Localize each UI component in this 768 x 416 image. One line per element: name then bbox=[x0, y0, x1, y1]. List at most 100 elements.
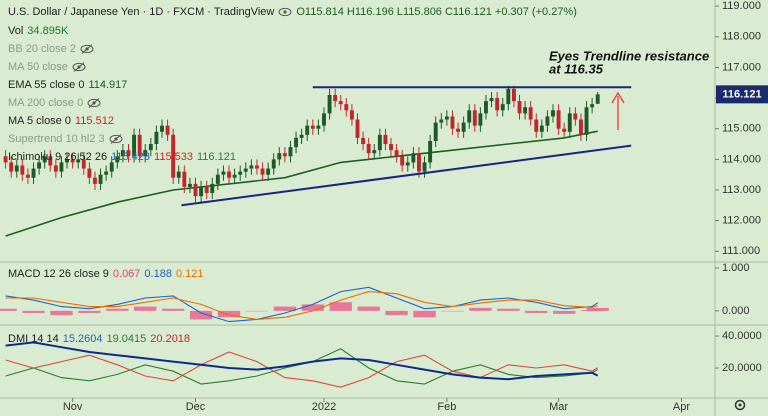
legend-label: EMA 55 close 0 bbox=[8, 79, 85, 91]
x-tick-label: Dec bbox=[186, 401, 206, 413]
candle-body bbox=[70, 159, 75, 163]
eye-icon[interactable] bbox=[278, 7, 292, 17]
indicator-line bbox=[5, 341, 599, 381]
legend-value: 114.917 bbox=[88, 79, 128, 91]
candle-body bbox=[556, 110, 561, 129]
legend-item: EMA 55 close 0 114.917 bbox=[8, 77, 127, 93]
y-tick-label: 0.000 bbox=[722, 305, 750, 317]
y-tick-label: 114.000 bbox=[722, 153, 761, 165]
legend-label: MA 50 close bbox=[8, 61, 68, 73]
candle-body bbox=[187, 183, 192, 187]
y-tick-label: 113.000 bbox=[722, 184, 761, 196]
candle-body bbox=[511, 88, 516, 102]
candle-body bbox=[260, 168, 265, 175]
candle-body bbox=[42, 156, 47, 163]
candle-body bbox=[590, 104, 595, 108]
legend-item: DMI 14 14 15.2604 19.0415 20.2018 bbox=[8, 331, 190, 347]
histogram-bar bbox=[357, 306, 380, 311]
legend-item: Vol 34.895K bbox=[8, 23, 68, 39]
trendline bbox=[181, 144, 632, 207]
histogram-bar bbox=[441, 310, 464, 312]
candle-body bbox=[361, 137, 366, 145]
candle-body bbox=[344, 104, 349, 111]
candle-body bbox=[595, 94, 600, 104]
candle-body bbox=[506, 88, 511, 105]
eye-icon[interactable] bbox=[109, 134, 123, 144]
candle-body bbox=[461, 122, 466, 132]
candle-body bbox=[305, 125, 310, 135]
histogram-bar bbox=[134, 306, 157, 311]
histogram-bar bbox=[189, 310, 213, 320]
eye-outline bbox=[278, 7, 292, 17]
eye-slash bbox=[110, 134, 121, 144]
candle-body bbox=[126, 150, 131, 157]
candle-body bbox=[322, 113, 326, 126]
settings-icon[interactable] bbox=[734, 399, 746, 411]
candle-body bbox=[422, 162, 427, 172]
candle-body bbox=[400, 156, 405, 166]
candle-body bbox=[160, 125, 164, 132]
candle-body bbox=[243, 168, 248, 172]
candle-body bbox=[545, 116, 550, 126]
indicator-line bbox=[5, 351, 598, 388]
legend-label: MA 5 close 0 bbox=[8, 115, 71, 127]
candle-body bbox=[98, 174, 103, 184]
candle-body bbox=[288, 147, 293, 157]
legend-value: 15.2604 bbox=[62, 333, 103, 345]
histogram-bar bbox=[329, 302, 352, 311]
histogram-bar bbox=[553, 310, 576, 314]
histogram-bar bbox=[301, 304, 324, 311]
candle-body bbox=[562, 128, 567, 132]
eye-outline bbox=[72, 62, 86, 72]
ema-line bbox=[5, 130, 598, 237]
eye-icon[interactable] bbox=[72, 62, 86, 72]
candle-body bbox=[53, 165, 58, 172]
legend-value: 19.0415 bbox=[106, 333, 147, 345]
histogram-bar bbox=[497, 308, 520, 311]
candle-body bbox=[93, 177, 97, 184]
legend-value: 0.121 bbox=[175, 268, 204, 280]
eye-pupil bbox=[283, 10, 287, 14]
candle-body bbox=[20, 165, 25, 175]
histogram-bar bbox=[217, 310, 241, 318]
candle-body bbox=[377, 134, 382, 151]
histogram-bar bbox=[0, 308, 17, 311]
eye-icon[interactable] bbox=[80, 44, 94, 54]
candle-body bbox=[433, 122, 438, 141]
legend-value: 115.423 bbox=[111, 151, 151, 163]
symbol-title: U.S. Dollar / Japanese Yen · 1D · FXCM ·… bbox=[8, 6, 275, 18]
candle-body bbox=[48, 156, 53, 166]
candle-body bbox=[132, 134, 137, 157]
histogram-bar bbox=[245, 310, 269, 312]
legend-value: 0.188 bbox=[144, 268, 172, 280]
histogram-bar bbox=[78, 310, 101, 313]
legend-value: 0.067 bbox=[112, 268, 141, 280]
candle-body bbox=[456, 128, 461, 132]
candle-body bbox=[120, 150, 125, 157]
y-tick-label: 1.000 bbox=[722, 262, 750, 274]
histogram-bar bbox=[525, 310, 548, 313]
candle-body bbox=[294, 137, 299, 148]
candle-body bbox=[383, 134, 388, 145]
x-tick-label: Mar bbox=[549, 401, 568, 413]
candle-body bbox=[489, 98, 494, 102]
candle-body bbox=[210, 183, 215, 194]
candle-body bbox=[277, 153, 282, 160]
candle-body bbox=[199, 186, 204, 197]
candle-body bbox=[523, 107, 528, 114]
candle-body bbox=[154, 131, 159, 145]
eye-icon[interactable] bbox=[87, 98, 101, 108]
candle-body bbox=[37, 162, 42, 169]
legend-item: MA 5 close 0 115.512 bbox=[8, 113, 114, 129]
arrow-head bbox=[611, 91, 625, 104]
histogram-bar bbox=[385, 310, 408, 316]
legend-value: 115.512 bbox=[74, 115, 114, 127]
candle-body bbox=[227, 171, 231, 178]
legend-value: 115.533 bbox=[154, 151, 193, 163]
candle-body bbox=[539, 125, 544, 132]
histogram-bar bbox=[413, 310, 436, 318]
legend-label: Supertrend 10 hl2 3 bbox=[8, 133, 105, 145]
candle-body bbox=[372, 150, 377, 154]
candle-body bbox=[254, 165, 259, 169]
candle-body bbox=[551, 110, 555, 117]
